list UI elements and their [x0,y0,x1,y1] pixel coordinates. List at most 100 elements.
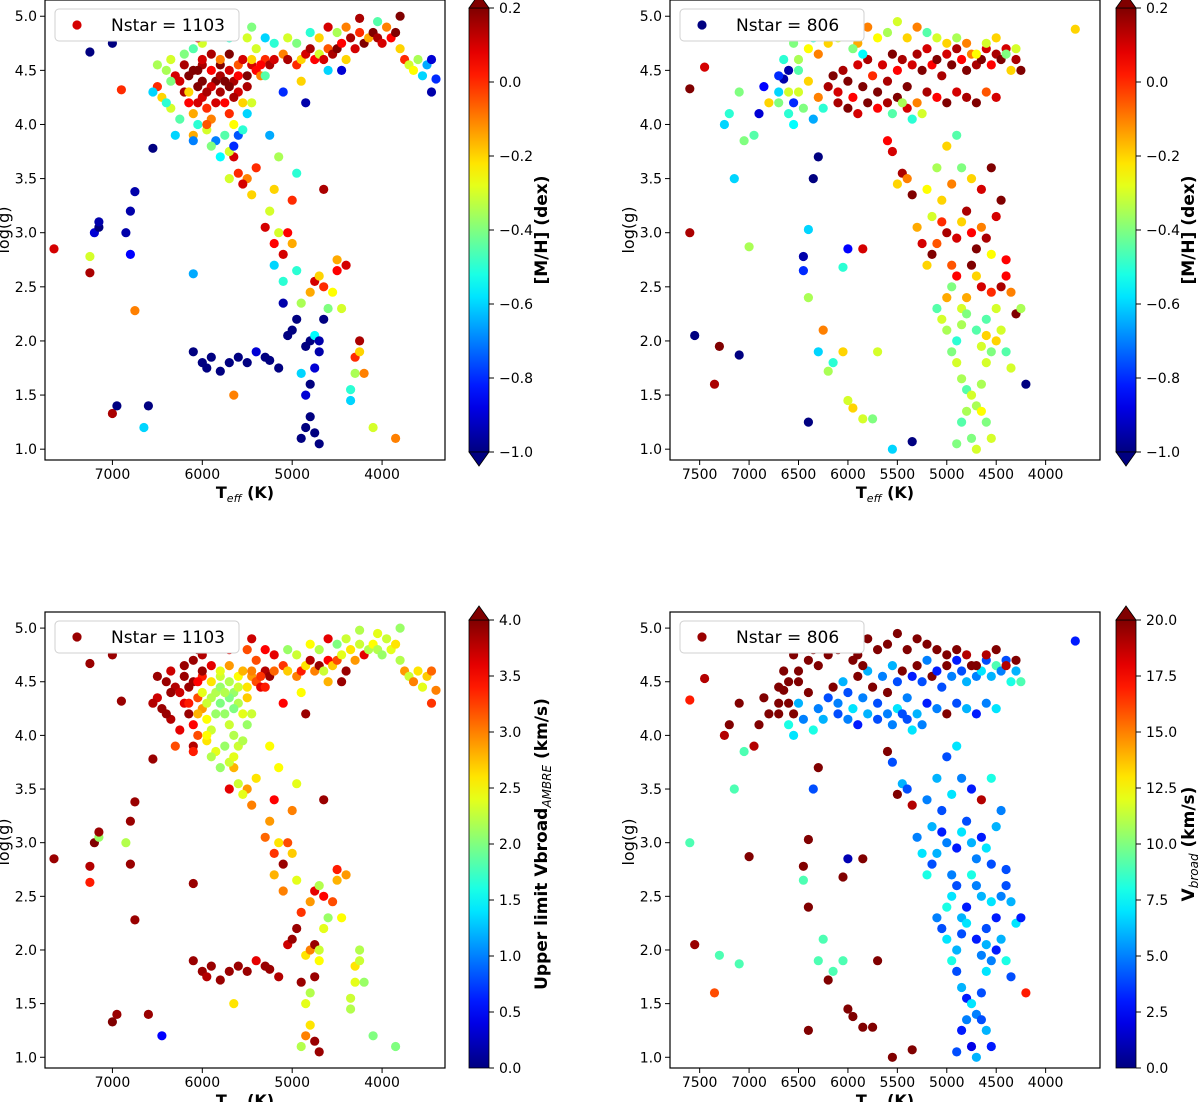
colorbar-tick-label: 20.0 [1146,613,1177,629]
data-point [863,634,873,644]
colorbar-tick-label: −0.6 [1146,297,1180,313]
colorbar-label: Upper limit VbroadAMBRE (km/s) [532,698,554,990]
data-point [391,1041,401,1052]
data-point [922,698,932,708]
data-point [912,222,922,232]
data-point [206,352,216,362]
data-point [971,271,982,281]
data-point [966,784,977,794]
colorbar-tick-label: 3.0 [499,725,521,741]
x-axis-label-unit: (K) [882,1091,915,1102]
data-point [764,709,774,719]
data-point [283,838,293,848]
data-point [332,864,342,875]
data-point [337,650,347,660]
data-point [873,87,883,97]
data-point [957,827,967,837]
data-point [296,907,306,918]
data-point [838,677,848,687]
data-point [323,634,333,644]
data-point [220,709,230,719]
x-tick-label: 4500 [978,467,1014,483]
data-point [350,977,360,987]
data-point [976,832,987,842]
data-point [957,1025,967,1035]
data-point [962,92,972,102]
data-point [305,639,315,649]
data-point [848,1011,858,1022]
data-point [359,977,369,987]
data-point [892,677,903,687]
data-point [314,439,324,449]
data-point [932,54,942,65]
data-point [251,163,261,173]
data-point [116,696,126,706]
y-tick-label: 4.5 [15,63,37,79]
x-tick-label: 5000 [929,1075,965,1091]
data-point [148,754,158,764]
data-point [986,897,996,907]
data-point [729,174,739,184]
x-tick-label: 4500 [978,1075,1014,1091]
data-point [161,677,171,687]
data-point [976,795,987,805]
data-point [848,44,858,54]
data-point [355,27,365,38]
data-point [287,195,297,205]
colorbar-tick-label: 2.5 [499,781,521,797]
data-point [391,27,401,38]
y-tick-label: 3.0 [640,226,662,242]
data-point [942,38,952,48]
data-point [206,49,216,59]
data-point [305,412,315,422]
data-point [922,184,932,194]
data-point [301,999,311,1009]
data-point [966,838,977,848]
data-point [224,966,234,977]
data-point [882,746,893,757]
data-point [1021,988,1031,998]
colorbar-label: [M/H] (dex) [1179,175,1199,284]
data-point [962,816,972,826]
data-point [305,1020,315,1030]
data-point [892,65,903,75]
data-point [971,854,982,864]
data-point [337,303,347,314]
data-point [971,325,982,335]
data-point [408,65,419,75]
colorbar-tick-label: 10.0 [1146,837,1177,853]
data-point [739,746,749,757]
data-point [754,720,764,730]
legend-label: Nstar = 1103 [111,628,225,648]
data-point [882,27,893,38]
colorbar: 0.2 0.0 −0.2 −0.4 −0.6 −0.8 −1.0 [M/H] (dex) [468,0,552,467]
data-point [215,763,225,773]
data-point [858,1022,868,1032]
data-point [332,255,342,265]
data-point [789,709,799,719]
data-points [49,623,441,1057]
data-point [700,673,710,684]
data-point [981,940,991,950]
data-point [877,671,888,682]
colorbar: 4.0 3.5 3.0 2.5 2.0 1.5 1.0 0.5 0.0 Upper limit V… [468,605,554,1077]
data-point [937,71,947,81]
data-point [179,661,189,671]
legend-box [679,620,865,654]
x-tick-label: 4000 [364,1075,400,1091]
data-point [952,336,962,346]
y-axis-label: log(g) [0,206,13,253]
data-point [175,725,185,735]
data-point [952,271,962,281]
data-point [350,368,360,378]
data-point [947,282,957,292]
data-point [813,92,823,102]
data-point [793,698,804,708]
data-point [902,645,912,655]
data-point [962,902,972,912]
data-point [382,634,392,644]
data-point [319,54,329,65]
data-point [197,666,207,676]
data-point [843,103,853,113]
x-axis-label: Teff (K) [856,483,914,505]
